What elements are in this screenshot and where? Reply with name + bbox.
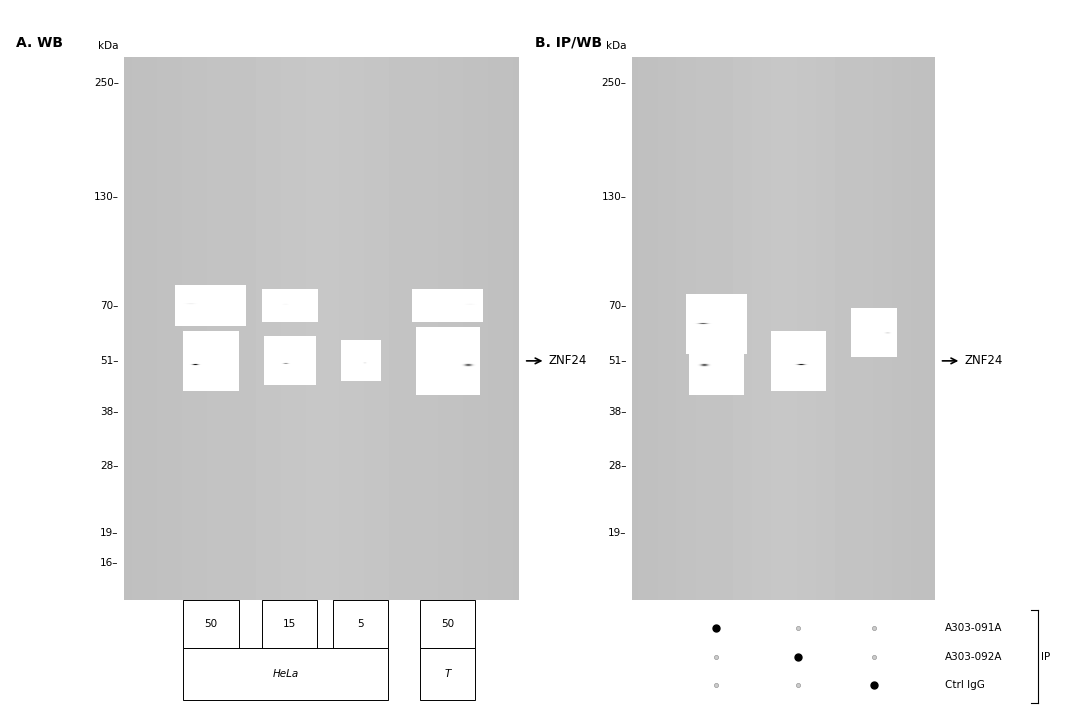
Text: ZNF24: ZNF24 (964, 354, 1003, 368)
Text: 130–: 130– (94, 192, 119, 202)
Text: 50: 50 (441, 619, 454, 629)
Text: 38–: 38– (608, 407, 626, 417)
Text: Ctrl IgG: Ctrl IgG (945, 680, 985, 690)
Text: 38–: 38– (100, 407, 119, 417)
Text: 5: 5 (357, 619, 364, 629)
Text: ZNF24: ZNF24 (549, 354, 588, 368)
FancyBboxPatch shape (333, 600, 389, 648)
FancyBboxPatch shape (184, 600, 239, 648)
Text: A303-092A: A303-092A (945, 652, 1002, 662)
Text: 130–: 130– (602, 192, 626, 202)
Text: 51–: 51– (100, 356, 119, 366)
Text: IP: IP (1041, 652, 1051, 662)
FancyBboxPatch shape (420, 648, 475, 700)
Text: 250–: 250– (602, 78, 626, 88)
Text: 19–: 19– (100, 528, 119, 538)
Text: 28–: 28– (608, 461, 626, 471)
Text: HeLa: HeLa (272, 669, 299, 679)
Text: 70–: 70– (100, 301, 119, 311)
Text: 250–: 250– (94, 78, 119, 88)
Text: 50: 50 (204, 619, 217, 629)
Text: T: T (444, 669, 450, 679)
Text: 19–: 19– (608, 528, 626, 538)
Text: kDa: kDa (606, 41, 626, 51)
Text: 28–: 28– (100, 461, 119, 471)
Text: B. IP/WB: B. IP/WB (535, 36, 602, 50)
Text: A. WB: A. WB (16, 36, 64, 50)
Text: 16–: 16– (100, 558, 119, 568)
Text: kDa: kDa (98, 41, 119, 51)
Text: 15: 15 (283, 619, 296, 629)
FancyBboxPatch shape (184, 648, 389, 700)
FancyBboxPatch shape (262, 600, 318, 648)
Text: 70–: 70– (608, 301, 626, 311)
Text: 51–: 51– (608, 356, 626, 366)
Text: A303-091A: A303-091A (945, 623, 1002, 633)
FancyBboxPatch shape (420, 600, 475, 648)
